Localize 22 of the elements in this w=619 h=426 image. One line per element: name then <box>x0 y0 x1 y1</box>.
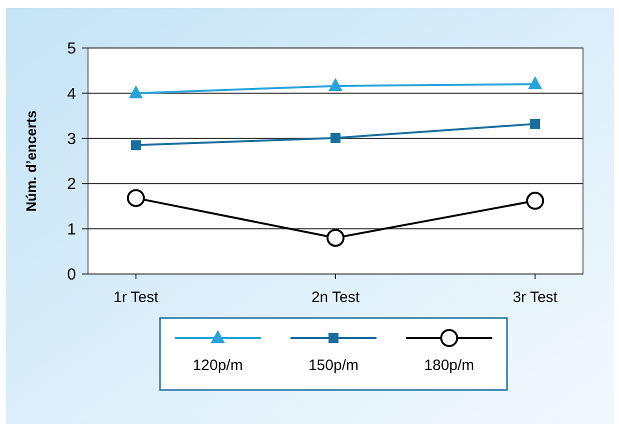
legend-label: 150p/m <box>308 357 359 374</box>
point <box>130 140 141 150</box>
y-tick-label: 1 <box>67 221 76 238</box>
x-tick-label: 1r Test <box>114 289 160 306</box>
y-tick-label: 2 <box>67 176 76 194</box>
point <box>128 85 143 98</box>
y-axis-title: Núm. d’encerts <box>23 110 39 212</box>
point <box>526 192 544 210</box>
point <box>126 189 145 208</box>
y-tick-label: 3 <box>67 131 76 148</box>
legend-label: 180p/m <box>424 357 474 374</box>
x-tick-label: 3r Test <box>512 289 558 306</box>
y-tick-label: 0 <box>67 266 76 284</box>
y-tick-label: 4 <box>67 86 76 103</box>
point <box>528 76 542 90</box>
y-tick-label: 5 <box>67 40 76 58</box>
point <box>330 132 340 143</box>
x-tick-label: 2n Test <box>311 289 360 306</box>
point <box>328 78 342 91</box>
point <box>530 118 540 129</box>
legend-label: 120p/m <box>192 357 243 374</box>
point <box>326 228 344 247</box>
